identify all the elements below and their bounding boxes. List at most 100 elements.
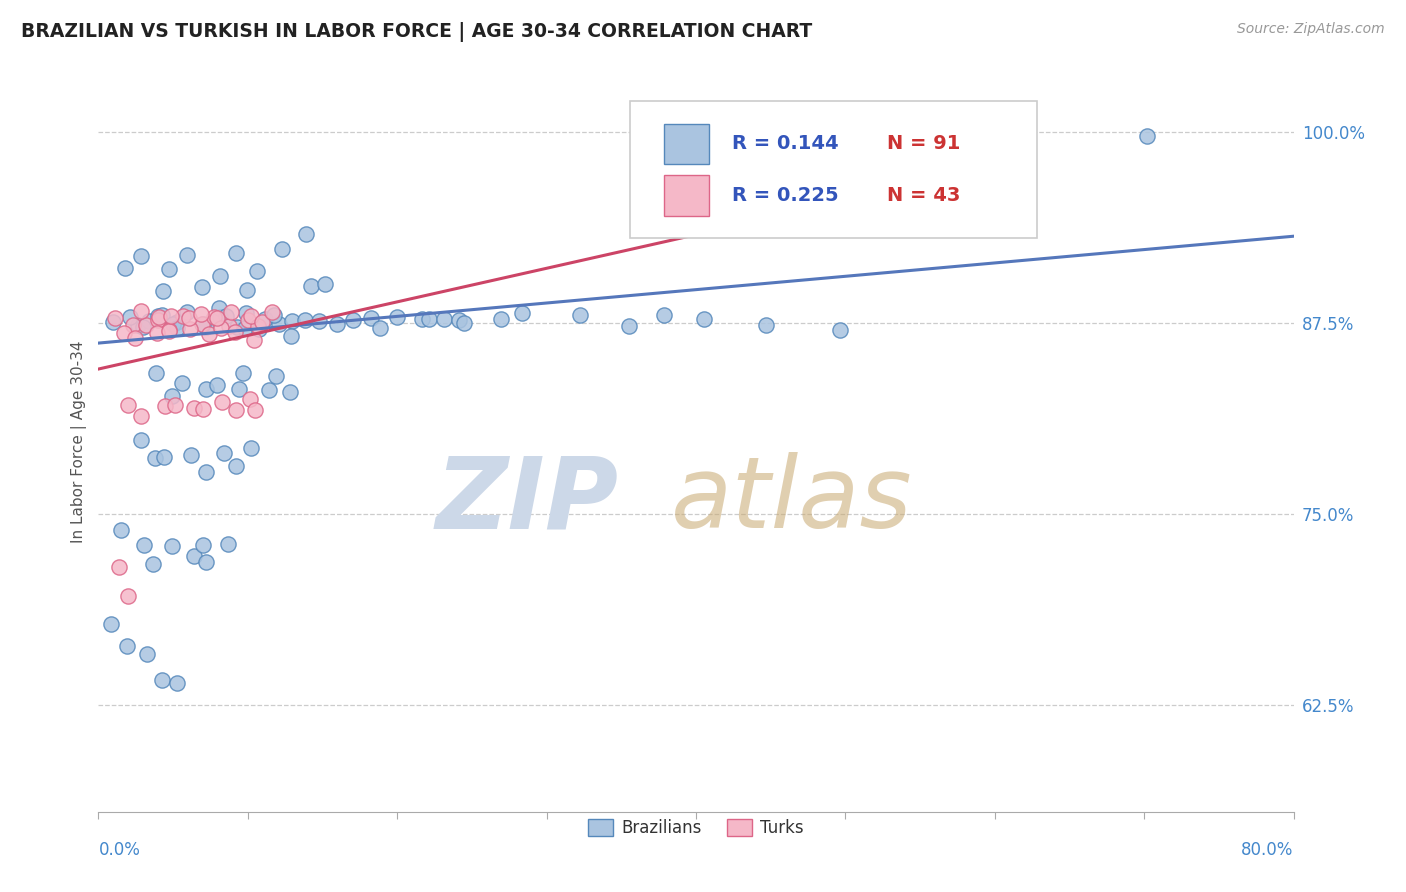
Point: [271, 242, 294, 256]
Point: [176, 305, 198, 319]
Point: [101, 315, 124, 329]
Point: [194, 382, 217, 396]
Text: R = 0.225: R = 0.225: [733, 186, 838, 205]
Text: BRAZILIAN VS TURKISH IN LABOR FORCE | AGE 30-34 CORRELATION CHART: BRAZILIAN VS TURKISH IN LABOR FORCE | AG…: [21, 22, 813, 42]
Point: [247, 319, 270, 334]
Point: [146, 326, 169, 340]
Point: [100, 617, 122, 632]
Point: [233, 321, 256, 335]
Point: [278, 385, 301, 400]
Point: [117, 589, 139, 603]
Point: [294, 313, 316, 327]
Point: [145, 450, 167, 465]
Point: [205, 311, 228, 326]
Point: [308, 314, 330, 328]
Text: ZIP: ZIP: [436, 452, 619, 549]
Point: [160, 539, 183, 553]
Point: [243, 333, 266, 347]
Point: [177, 311, 200, 326]
Point: [127, 318, 149, 332]
Point: [217, 537, 239, 551]
Point: [294, 227, 316, 241]
Point: [135, 318, 157, 332]
Point: [110, 524, 132, 538]
Point: [225, 320, 247, 334]
Point: [686, 121, 709, 136]
Point: [179, 321, 201, 335]
Point: [326, 317, 349, 331]
Point: [153, 400, 176, 414]
Point: [209, 321, 232, 335]
Point: [232, 366, 254, 380]
Text: 80.0%: 80.0%: [1241, 841, 1294, 859]
Point: [208, 310, 231, 324]
Point: [166, 315, 188, 329]
Point: [136, 647, 159, 661]
Point: [195, 319, 218, 334]
Point: [693, 312, 716, 326]
Point: [314, 277, 336, 291]
Point: [411, 311, 433, 326]
Point: [183, 401, 205, 415]
Point: [368, 321, 391, 335]
Point: [108, 559, 131, 574]
Point: [129, 433, 152, 447]
Point: [183, 549, 205, 563]
Point: [124, 331, 146, 345]
Point: [160, 310, 183, 324]
Point: [218, 318, 240, 333]
Text: 0.0%: 0.0%: [98, 841, 141, 859]
Point: [299, 278, 322, 293]
Point: [129, 303, 152, 318]
Point: [257, 383, 280, 397]
Point: [142, 557, 165, 571]
Point: [197, 327, 219, 342]
Point: [146, 309, 169, 323]
Point: [263, 308, 285, 322]
Point: [191, 317, 214, 331]
Point: [138, 314, 160, 328]
Point: [180, 448, 202, 462]
Point: [157, 325, 180, 339]
Point: [387, 310, 409, 324]
Point: [236, 283, 259, 297]
Point: [129, 409, 152, 423]
Point: [250, 314, 273, 328]
FancyBboxPatch shape: [664, 124, 709, 164]
Text: N = 43: N = 43: [887, 186, 960, 205]
FancyBboxPatch shape: [664, 176, 709, 216]
Point: [224, 325, 246, 339]
Point: [240, 310, 263, 324]
Point: [228, 382, 250, 396]
Y-axis label: In Labor Force | Age 30-34: In Labor Force | Age 30-34: [72, 340, 87, 543]
Point: [152, 284, 174, 298]
Point: [342, 313, 364, 327]
Point: [254, 312, 277, 326]
Point: [190, 307, 212, 321]
Point: [132, 538, 155, 552]
Point: [195, 466, 218, 480]
Point: [208, 268, 231, 283]
Point: [191, 280, 214, 294]
Point: [243, 403, 266, 417]
Point: [129, 249, 152, 263]
Point: [114, 326, 136, 340]
Text: atlas: atlas: [671, 452, 912, 549]
Point: [191, 318, 214, 332]
Text: R = 0.144: R = 0.144: [733, 135, 838, 153]
Point: [249, 321, 271, 335]
Point: [193, 402, 215, 417]
Point: [260, 305, 283, 319]
Point: [433, 311, 456, 326]
Point: [1136, 129, 1159, 144]
Point: [239, 442, 262, 456]
Point: [117, 398, 139, 412]
Point: [170, 376, 193, 390]
Point: [172, 309, 194, 323]
Point: [160, 389, 183, 403]
Point: [236, 313, 259, 327]
Point: [828, 323, 851, 337]
Point: [215, 309, 238, 323]
Point: [207, 378, 229, 392]
Point: [360, 310, 382, 325]
